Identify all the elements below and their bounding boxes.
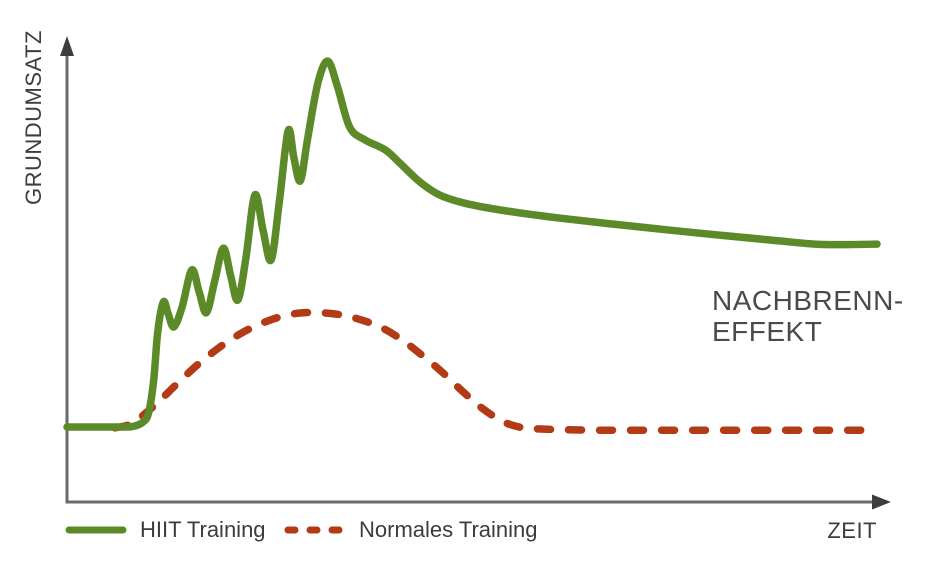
hiit-solid-line-swatch (65, 526, 127, 534)
y-axis-arrow-icon (60, 36, 74, 56)
normal-dashed-line-swatch (284, 526, 347, 534)
legend-label-hiit: HIIT Training (140, 517, 266, 542)
series-line-hiit-training (63, 57, 881, 431)
legend-label-normal: Normales Training (359, 517, 538, 542)
y-axis-label: GRUNDUMSATZ (21, 30, 46, 205)
annotation-line-1: NACHBRENN- (712, 285, 904, 316)
afterburn-annotation: NACHBRENN- EFFEKT (712, 285, 904, 347)
x-axis-arrow-icon (872, 494, 891, 510)
legend-item-normal: Normales Training (283, 517, 538, 543)
series-line-normal-training (111, 308, 880, 435)
annotation-line-2: EFFEKT (712, 316, 823, 347)
legend-item-hiit: HIIT Training (64, 517, 266, 543)
x-axis-label: ZEIT (827, 518, 877, 543)
